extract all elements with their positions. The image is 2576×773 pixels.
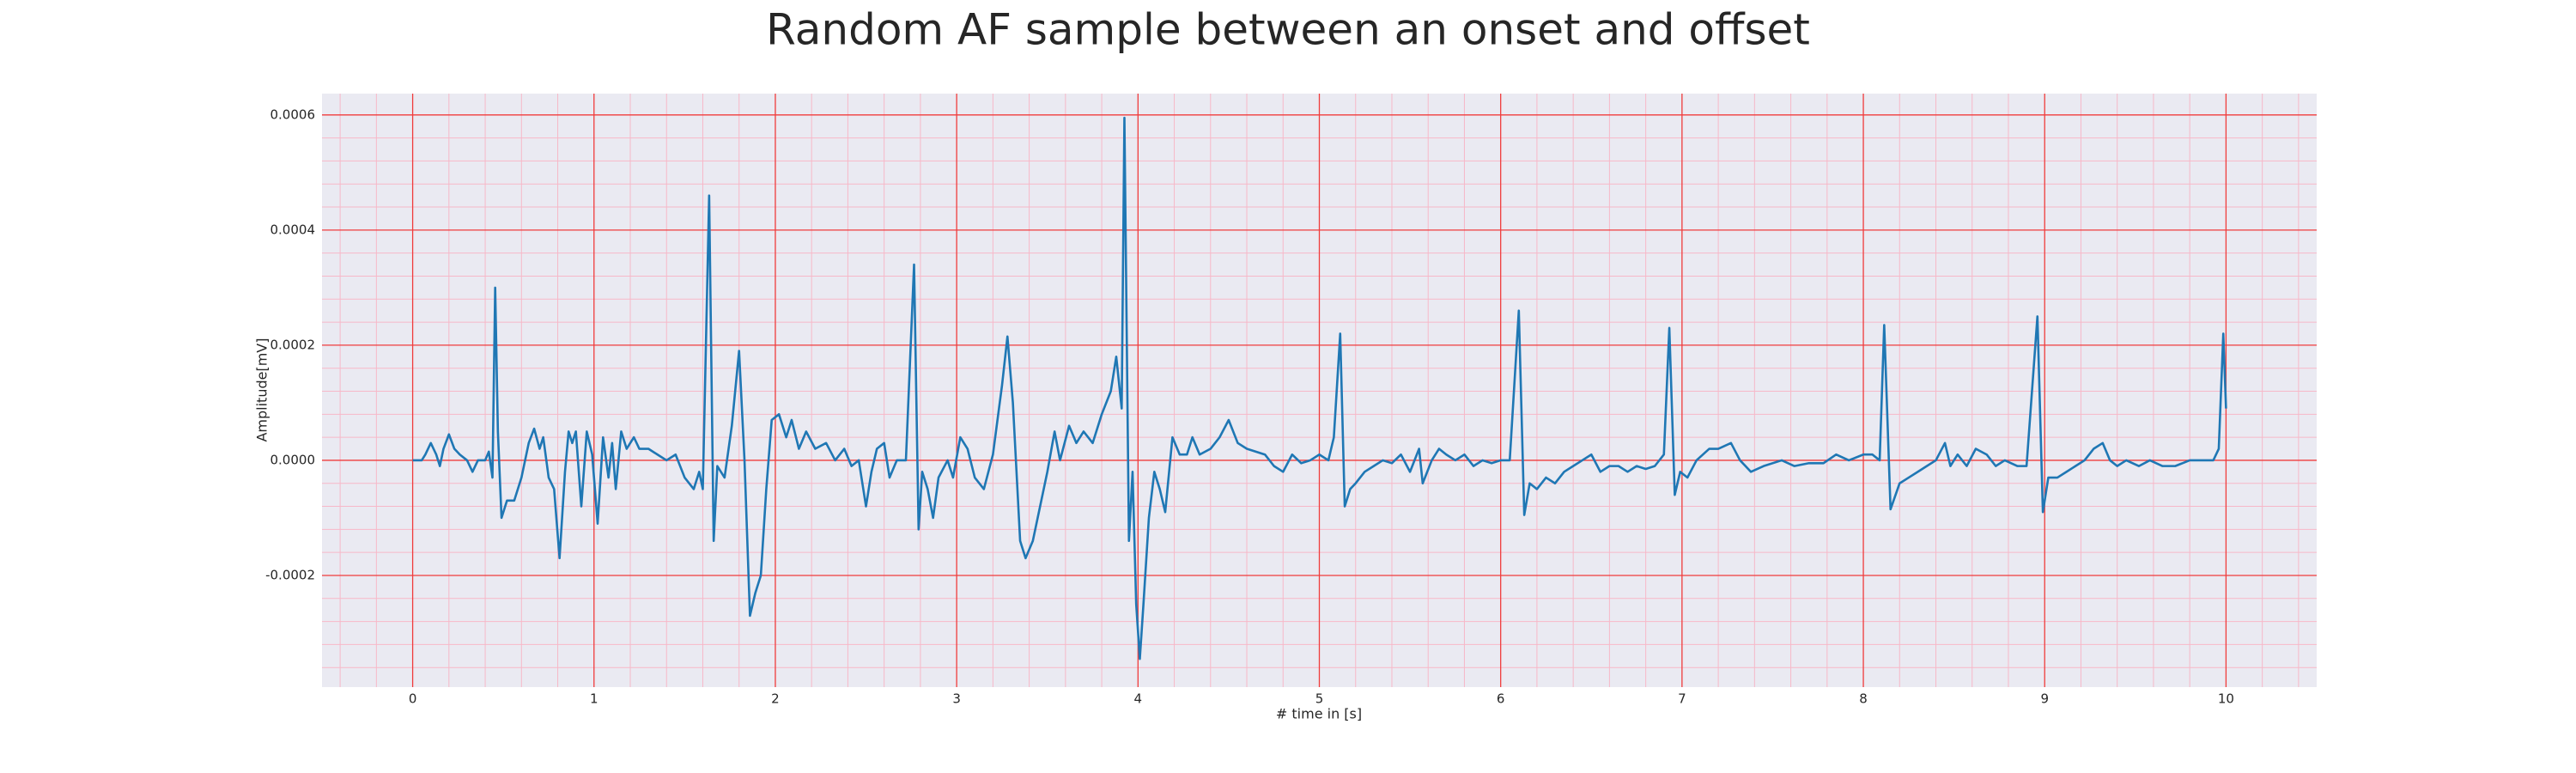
x-tick-label: 5 <box>1315 691 1324 707</box>
x-tick-label: 6 <box>1497 691 1505 707</box>
x-tick-label: 0 <box>409 691 417 707</box>
x-tick-label: 7 <box>1678 691 1686 707</box>
y-tick-label: 0.0000 <box>270 452 316 467</box>
line-series <box>412 116 2227 660</box>
y-tick-label: 0.0002 <box>270 337 316 352</box>
x-tick-label: 8 <box>1859 691 1868 707</box>
x-tick-label: 10 <box>2218 691 2234 707</box>
x-tick-label: 3 <box>952 691 961 707</box>
x-tick-label: 4 <box>1134 691 1143 707</box>
x-tick-label: 9 <box>2040 691 2049 707</box>
y-tick-label: 0.0006 <box>270 107 316 122</box>
y-tick-label: -0.0002 <box>265 567 315 582</box>
x-tick-label: 1 <box>590 691 598 707</box>
y-tick-label: 0.0004 <box>270 222 316 237</box>
y-axis-label: Amplitude[mV] <box>254 338 270 441</box>
chart-title: Random AF sample between an onset and of… <box>766 5 1810 55</box>
x-axis-label: # time in [s] <box>1276 706 1362 722</box>
x-tick-label: 2 <box>771 691 780 707</box>
